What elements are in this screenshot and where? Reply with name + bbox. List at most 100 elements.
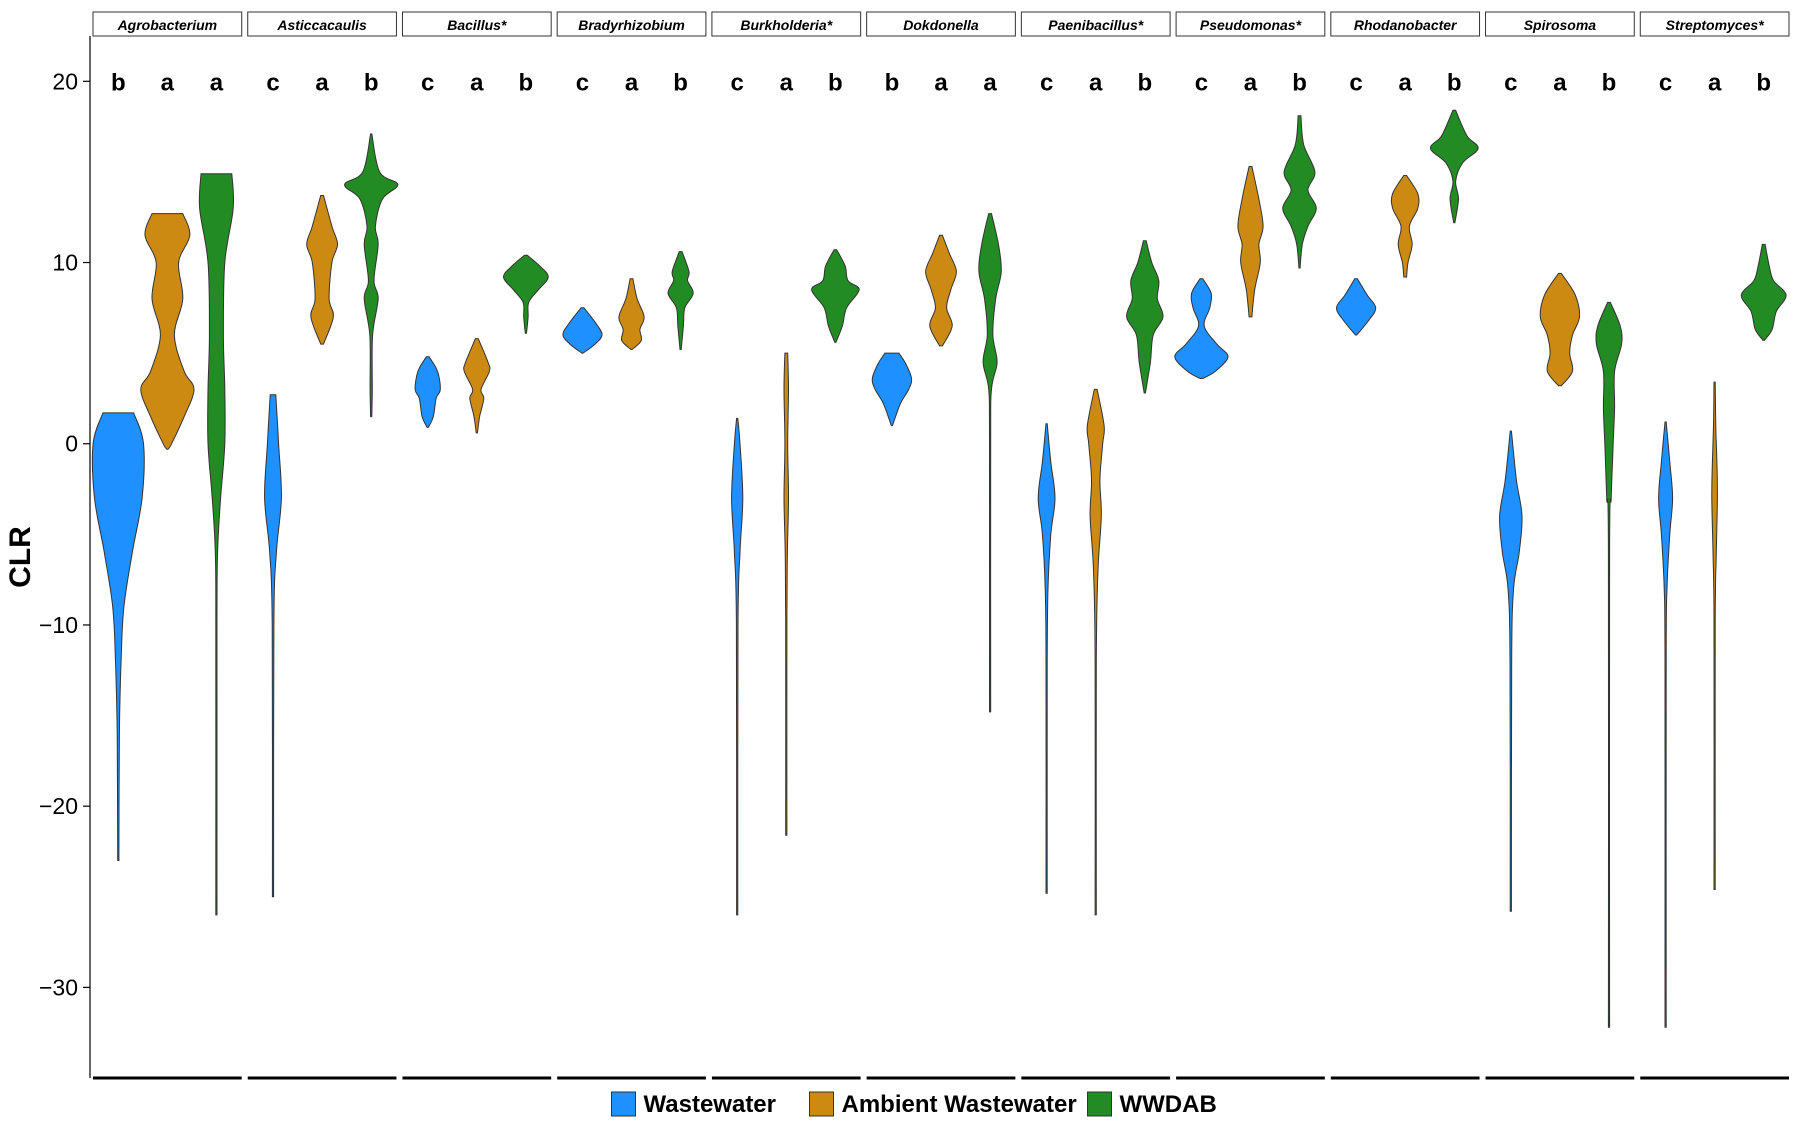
facet-strip: Agrobacterium [92,11,243,37]
violin-ambient-wastewater [463,338,491,434]
legend-item: Wastewater [611,1091,776,1118]
violin-wwdab [503,254,549,334]
facet-title: Bacillus* [447,17,507,33]
y-axis: 20 10 0 −10 −20 −30 [39,36,91,1078]
significance-letter: a [210,69,224,96]
facet-strip: Rhodanobacter [1330,11,1481,37]
significance-letter: a [780,69,794,96]
y-tick-label: −30 [39,974,78,1000]
facet-title: Burkholderia* [740,17,832,33]
significance-letter: a [1399,69,1413,96]
significance-letter: a [1708,69,1722,96]
significance-letter: a [983,69,997,96]
y-axis-label: CLR [4,526,37,588]
significance-letter: c [731,69,744,96]
significance-letter: a [470,69,484,96]
significance-letter: c [421,69,434,96]
facet-strip: Pseudomonas* [1175,11,1326,37]
significance-letter: c [1349,69,1362,96]
facet-strip-box [247,11,397,37]
significance-letter: b [1447,69,1462,96]
violin-wastewater [1499,430,1523,912]
significance-letter: c [1040,69,1053,96]
y-tick-label: 10 [52,250,78,276]
facet-title: Streptomyces* [1666,17,1765,33]
significance-letter: b [1137,69,1152,96]
significance-letter: b [885,69,900,96]
violin-ambient-wastewater [925,234,957,347]
facet-strip-box [1330,11,1481,37]
facet-strip: Asticcacaulis [247,11,397,37]
legend-swatch [809,1091,834,1117]
violin-wwdab [198,173,235,916]
significance-letter: a [1553,69,1567,96]
facet-strip: Dokdonella [866,11,1016,37]
violin-ambient-wastewater [1237,166,1264,318]
legend-item: Ambient Wastewater [809,1091,1077,1118]
facet-title: Agrobacterium [117,17,218,33]
violin-ambient-wastewater [306,195,339,345]
facet-strip-box [92,11,243,37]
violin-ambient-wastewater [1390,175,1420,278]
facet-strip-box [711,11,862,37]
violin-ambient-wastewater [1539,272,1581,387]
significance-letter: b [1292,69,1307,96]
y-tick-label: 20 [52,68,78,94]
violin-wwdab [1740,243,1787,341]
facet-title: Paenibacillus* [1048,17,1143,33]
significance-letter: c [1504,69,1517,96]
legend-item: WWDAB [1087,1091,1217,1118]
violin-wwdab [811,249,860,343]
significance-letter: c [1659,69,1672,96]
y-tick-label: −20 [39,793,78,819]
facet-title: Dokdonella [903,17,979,33]
violin-wastewater [871,352,913,427]
legend-label: WWDAB [1120,1091,1217,1118]
violin-wastewater [414,356,441,428]
legend: Wastewater Ambient Wastewater WWDAB [611,1091,1217,1118]
violin-wwdab [1126,240,1164,394]
violin-wastewater [731,417,744,916]
facet-strip-box [866,11,1016,37]
violin-wwdab [1595,301,1623,1028]
violin-wastewater [1174,278,1229,379]
facet-strip-box [1020,11,1171,37]
facet-strip-box [401,11,552,37]
violin-wwdab [344,133,399,418]
violin-wastewater [1037,423,1056,894]
legend-label: Ambient Wastewater [842,1091,1077,1118]
violin-ambient-wastewater [1086,388,1105,916]
significance-letter: a [315,69,329,96]
significance-letter: a [625,69,639,96]
significance-letter: b [1756,69,1771,96]
violin-wastewater [264,394,282,898]
facet-title: Bradyrhizobium [578,17,685,33]
violin-wwdab [1282,115,1317,269]
significance-letter: b [519,69,534,96]
violin-wastewater [91,412,145,861]
facet-strips: Agrobacterium Asticcacaulis Bacillus* Brady… [92,11,1790,37]
facet-strip-box [1175,11,1326,37]
violin-ambient-wastewater [618,278,645,350]
violin-ambient-wastewater [1711,381,1718,890]
violin-wwdab [978,213,1002,713]
legend-swatch [1087,1091,1112,1117]
violin-wastewater [1335,278,1377,336]
significance-letter: b [111,69,126,96]
significance-letter: c [266,69,279,96]
significance-letter: a [934,69,948,96]
violin-wwdab [1429,109,1479,224]
violin-wwdab [667,251,694,350]
violin-ambient-wastewater [140,213,195,450]
facet-title: Spirosoma [1524,17,1597,33]
violin-wastewater [562,307,603,354]
facet-strip: Burkholderia* [711,11,862,37]
significance-letter: a [161,69,175,96]
facet-strip: Paenibacillus* [1020,11,1171,37]
facet-title: Rhodanobacter [1354,17,1458,33]
significance-letter: a [1244,69,1258,96]
violin-wastewater [1658,421,1674,1028]
significance-letter: b [828,69,843,96]
significance-letter: b [364,69,379,96]
